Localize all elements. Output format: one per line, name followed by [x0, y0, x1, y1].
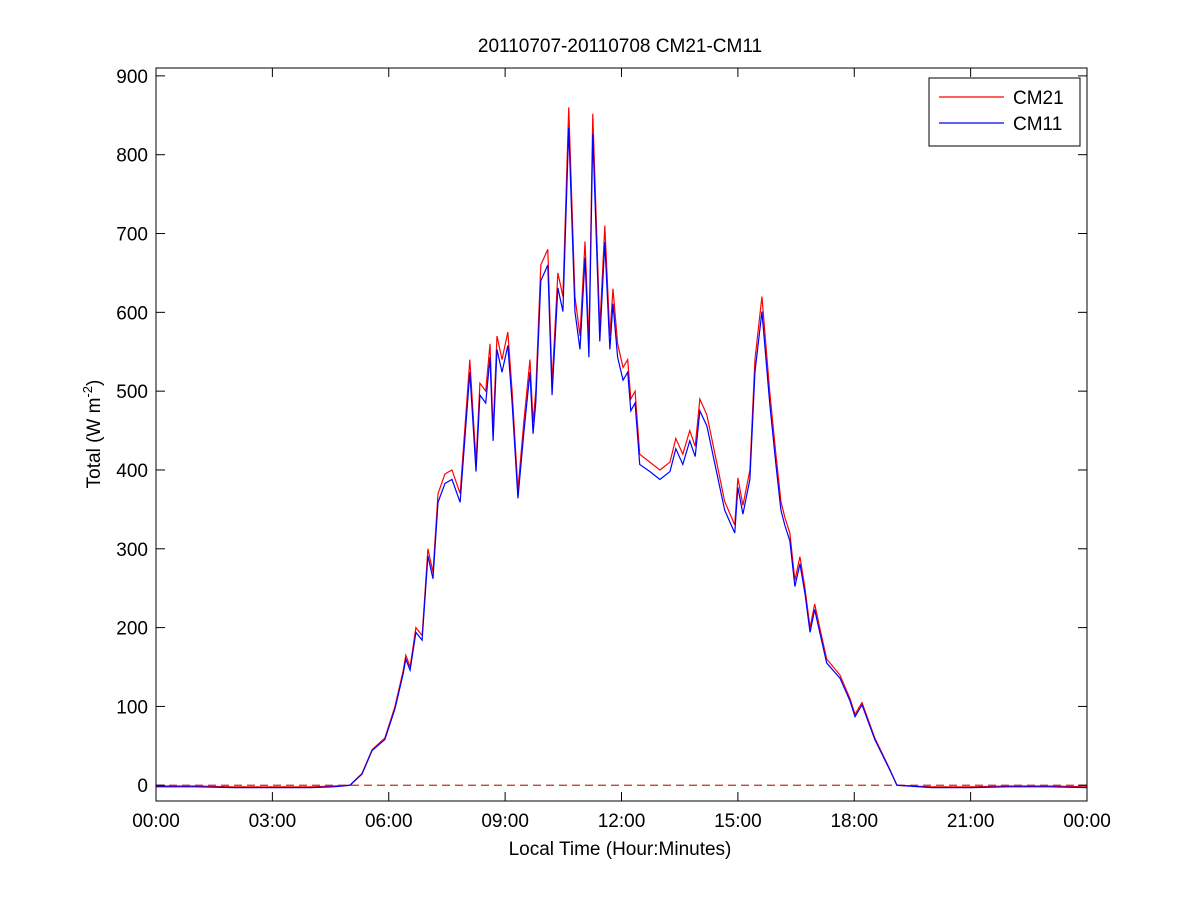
y-tick-label: 300 [116, 540, 148, 561]
x-tick-label: 03:00 [249, 811, 297, 832]
x-axis-label: Local Time (Hour:Minutes) [509, 839, 732, 860]
y-tick-label: 0 [137, 776, 148, 797]
legend-box [928, 77, 1081, 147]
x-tick-label: 06:00 [365, 811, 413, 832]
y-tick-label: 400 [116, 461, 148, 482]
y-tick-label: 700 [116, 225, 148, 246]
chart-title: 20110707-20110708 CM21-CM11 [478, 36, 762, 57]
axes-box [155, 67, 1088, 802]
y-axis-label: Total (W m-2) [80, 380, 105, 489]
x-tick-label: 00:00 [132, 811, 180, 832]
plot-area [156, 107, 1087, 789]
x-tick-label: 09:00 [481, 811, 529, 832]
x-tick-label: 18:00 [830, 811, 878, 832]
x-tick-label: 12:00 [598, 811, 646, 832]
series-line [156, 127, 1087, 789]
y-tick-label: 900 [116, 67, 148, 88]
y-axis-label-sup: -2 [80, 386, 95, 398]
legend-label: CM11 [1013, 114, 1062, 135]
x-tick-label: 15:00 [714, 811, 762, 832]
legend: CM21 CM11 [928, 77, 1081, 147]
y-axis-label-text: Total (W m [84, 398, 105, 489]
ticks: 0 100 200 300 400 500 600 700 800 900 00:00 03:00 06… [116, 67, 1110, 832]
y-tick-label: 800 [116, 146, 148, 167]
y-tick-label: 500 [116, 382, 148, 403]
x-tick-label: 00:00 [1063, 811, 1111, 832]
x-tick-label: 21:00 [947, 811, 995, 832]
series-line [156, 107, 1087, 788]
legend-label: CM21 [1013, 88, 1064, 109]
y-tick-label: 100 [116, 697, 148, 718]
y-tick-label: 200 [116, 619, 148, 640]
y-axis-label-suffix: ) [84, 380, 105, 386]
y-tick-label: 600 [116, 303, 148, 324]
